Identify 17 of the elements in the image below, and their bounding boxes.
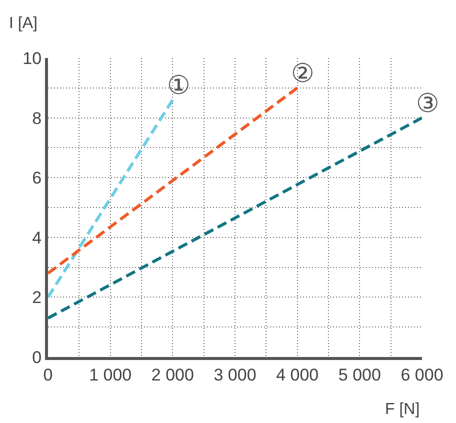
series-label: ②	[291, 58, 314, 88]
series-label: ③	[416, 88, 440, 118]
y-tick-label: 4	[32, 228, 42, 248]
y-tick-label: 2	[32, 288, 42, 308]
series-label: ①	[167, 70, 190, 100]
x-tick-label: 3 000	[214, 365, 256, 384]
y-axis-title: I [A]	[9, 15, 38, 32]
x-tick-label: 1 000	[89, 365, 132, 384]
x-tick-label: 5 000	[338, 365, 381, 384]
x-tick-label: 2 000	[151, 365, 194, 384]
x-axis-title: F [N]	[385, 401, 420, 418]
y-tick-label: 0	[32, 348, 42, 367]
x-tick-label: 6 000	[400, 365, 444, 384]
x-tick-label: 4 000	[276, 365, 319, 384]
y-tick-label: 8	[32, 108, 42, 128]
y-tick-label: 6	[32, 168, 42, 188]
y-tick-label: 10	[22, 48, 42, 68]
